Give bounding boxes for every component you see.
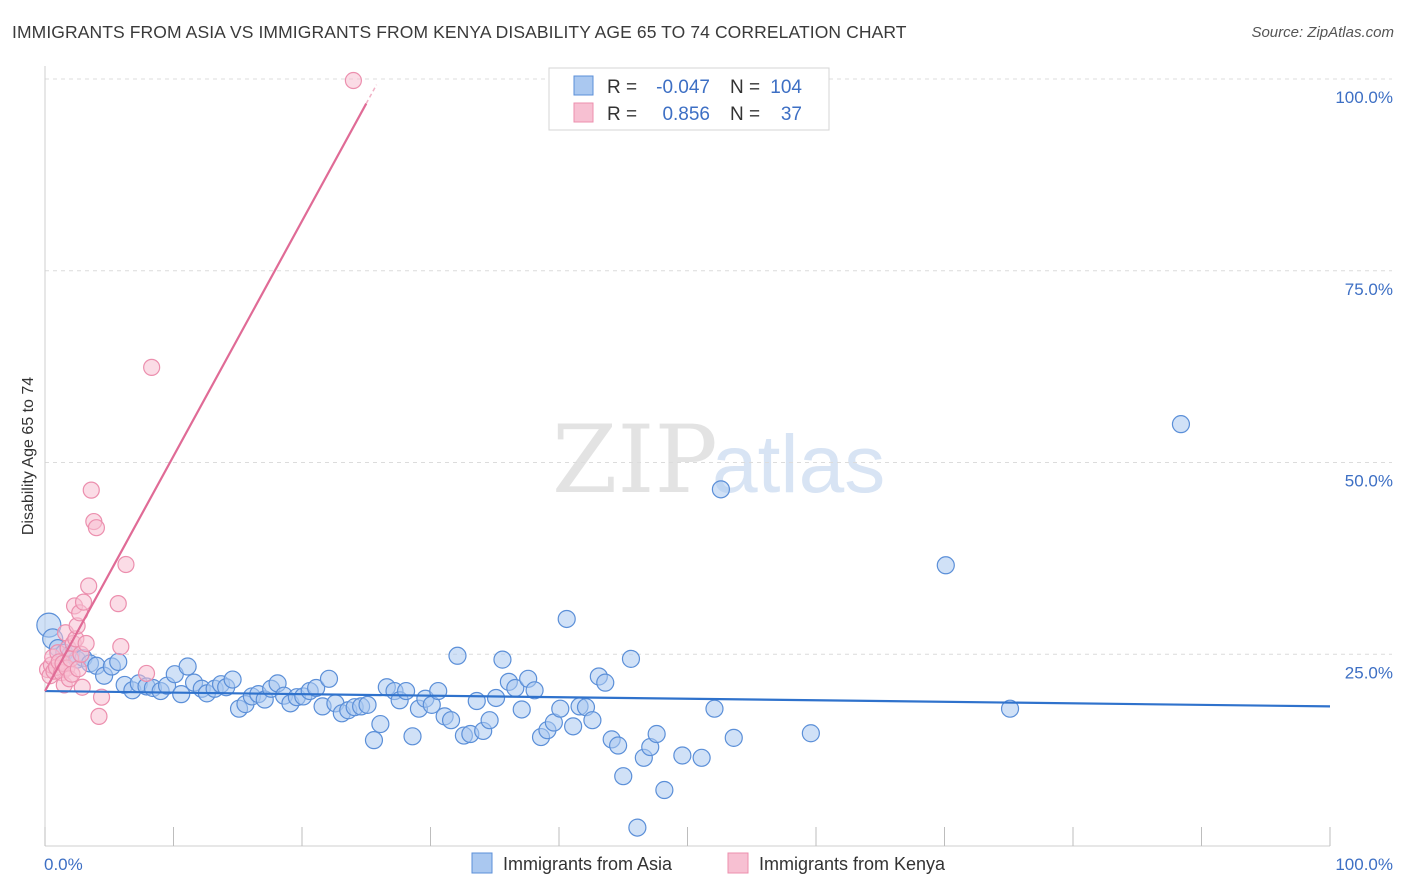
y-tick-label-25: 25.0% [1345, 663, 1393, 682]
point-asia [1000, 699, 1020, 718]
legend-swatch-kenya [573, 102, 594, 123]
point-asia [396, 681, 416, 701]
point-asia [647, 724, 666, 744]
y-tick-label-100: 100.0% [1335, 88, 1393, 107]
point-kenya [73, 678, 91, 696]
legend-n-label-asia: N = [730, 77, 760, 98]
axes [44, 66, 1331, 847]
point-asia [614, 767, 633, 786]
series-legend-label-asia: Immigrants from Asia [503, 854, 673, 874]
point-asia [109, 652, 128, 672]
point-asia [441, 711, 461, 730]
point-kenya [80, 577, 98, 595]
stats-legend-box [548, 67, 830, 131]
point-asia [609, 736, 628, 755]
point-kenya [92, 688, 111, 706]
watermark-atlas: atlas [712, 419, 885, 510]
source-label: Source: ZipAtlas.com [1251, 24, 1394, 41]
point-asia [319, 669, 339, 688]
point-kenya [137, 664, 156, 683]
y-axis-title: Disability Age 65 to 74 [20, 377, 37, 535]
series-legend: Immigrants from Asia Immigrants from Ken… [471, 852, 946, 874]
point-asia [525, 681, 544, 700]
trend-line-asia [44, 689, 1331, 708]
point-kenya [69, 660, 88, 678]
scatter-points [36, 71, 1191, 837]
legend-r-value-asia: -0.047 [656, 77, 710, 98]
point-asia [358, 695, 377, 714]
point-kenya [87, 519, 106, 537]
trend-lines [44, 84, 1331, 708]
point-asia [557, 609, 576, 629]
trend-line-kenya-extension [365, 84, 378, 104]
y-tick-label-50: 50.0% [1345, 472, 1393, 491]
y-tick-label-75: 75.0% [1345, 280, 1393, 299]
x-tick-label-min: 0.0% [44, 855, 83, 874]
legend-r-value-kenya: 0.856 [662, 104, 710, 125]
point-kenya [74, 593, 93, 611]
trend-line-kenya [44, 103, 368, 692]
point-asia [1171, 415, 1191, 434]
point-asia [628, 818, 647, 837]
point-kenya [344, 71, 362, 90]
series-legend-swatch-asia [471, 852, 493, 874]
point-kenya [117, 555, 135, 574]
point-asia [403, 727, 422, 746]
point-asia [801, 724, 820, 743]
point-asia [307, 678, 326, 698]
point-asia [936, 556, 955, 575]
point-kenya [143, 358, 161, 376]
point-asia [711, 480, 731, 499]
point-asia [692, 748, 711, 767]
legend-n-value-asia: 104 [770, 77, 802, 98]
legend-n-value-kenya: 37 [781, 104, 802, 125]
legend-r-label-asia: R = [607, 77, 637, 98]
point-kenya [82, 481, 100, 499]
point-asia [705, 699, 724, 718]
point-asia [172, 685, 191, 704]
legend-n-label-kenya: N = [730, 104, 760, 125]
point-kenya [109, 595, 127, 613]
point-asia [655, 780, 674, 800]
point-asia [371, 714, 390, 734]
point-asia [223, 670, 242, 689]
point-asia [564, 717, 583, 736]
point-asia [724, 728, 743, 747]
point-asia [551, 699, 570, 718]
watermark-zip: ZIP [552, 406, 718, 515]
point-asia [673, 746, 692, 765]
legend-r-label-kenya: R = [607, 104, 637, 125]
series-legend-label-kenya: Immigrants from Kenya [759, 854, 946, 874]
point-asia [480, 711, 499, 730]
point-asia [178, 657, 197, 676]
point-asia [583, 711, 602, 730]
x-tick-label-max: 100.0% [1335, 855, 1393, 874]
point-asia [364, 731, 384, 750]
stats-legend: R = -0.047 N = 104 R = 0.856 N = 37 [548, 67, 830, 131]
y-tick-labels: 25.0% 50.0% 75.0% 100.0% [1335, 88, 1393, 682]
grid-lines [45, 78, 1392, 655]
point-asia [429, 681, 448, 701]
series-legend-swatch-kenya [727, 852, 749, 874]
watermark: ZIP atlas [552, 406, 885, 515]
legend-swatch-asia [573, 75, 594, 96]
point-kenya [77, 634, 95, 653]
point-asia [448, 646, 467, 665]
point-asia [486, 688, 506, 708]
chart-title: IMMIGRANTS FROM ASIA VS IMMIGRANTS FROM … [12, 22, 907, 42]
point-kenya [112, 637, 130, 656]
point-asia [512, 700, 531, 719]
point-asia [621, 649, 641, 668]
point-asia [493, 650, 512, 669]
point-kenya [90, 707, 108, 725]
point-asia [596, 673, 615, 692]
